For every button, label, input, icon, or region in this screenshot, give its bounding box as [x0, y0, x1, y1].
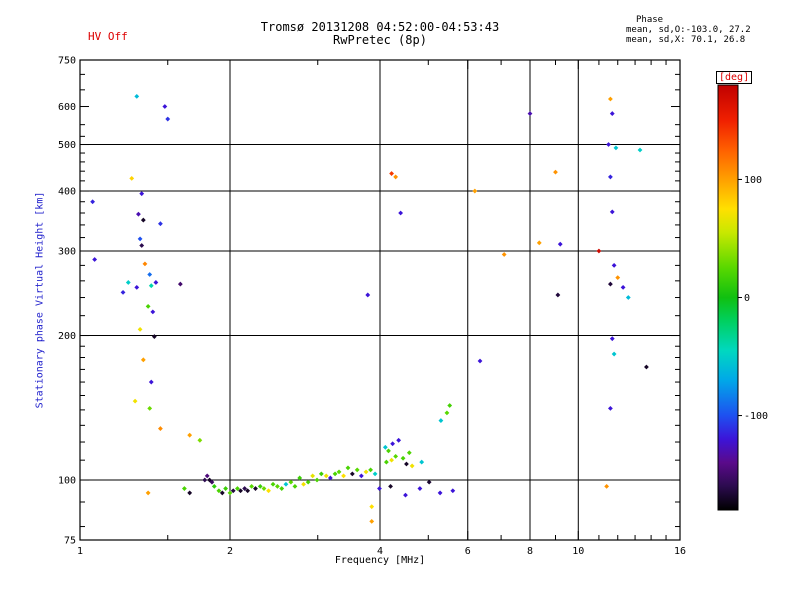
svg-text:500: 500 [58, 140, 76, 151]
plot-subtitle: RwPretec (8p) [333, 33, 427, 47]
svg-text:75: 75 [64, 536, 76, 547]
svg-text:100: 100 [58, 476, 76, 487]
svg-text:200: 200 [58, 331, 76, 342]
svg-text:2: 2 [227, 546, 233, 557]
hv-off-status: HV Off [88, 30, 128, 43]
svg-text:-100: -100 [744, 411, 768, 422]
x-axis-label: Frequency [MHz] [334, 555, 426, 566]
svg-text:10: 10 [572, 546, 584, 557]
svg-text:600: 600 [58, 102, 76, 113]
svg-text:6: 6 [465, 546, 471, 557]
svg-text:300: 300 [58, 247, 76, 258]
svg-text:400: 400 [58, 187, 76, 198]
svg-text:100: 100 [744, 175, 762, 186]
svg-text:8: 8 [527, 546, 533, 557]
svg-text:1: 1 [77, 546, 83, 557]
svg-text:750: 750 [58, 56, 76, 67]
phase-stats-o-mode: mean, sd,O:-103.0, 27.2 [626, 25, 751, 35]
phase-stats-x-mode: mean, sd,X: 70.1, 26.8 [626, 35, 746, 45]
phase-stats-title: Phase [636, 15, 664, 25]
svg-text:16: 16 [674, 546, 686, 557]
svg-text:0: 0 [744, 293, 750, 304]
colorbar-unit-label: [deg] [716, 71, 753, 84]
svg-text:4: 4 [377, 546, 383, 557]
phase-stats-block: Phase mean, sd,O:-103.0, 27.2 mean, sd,X… [626, 15, 751, 45]
plot-title: Tromsø 20131208 04:52:00-04:53:43 [260, 20, 500, 34]
